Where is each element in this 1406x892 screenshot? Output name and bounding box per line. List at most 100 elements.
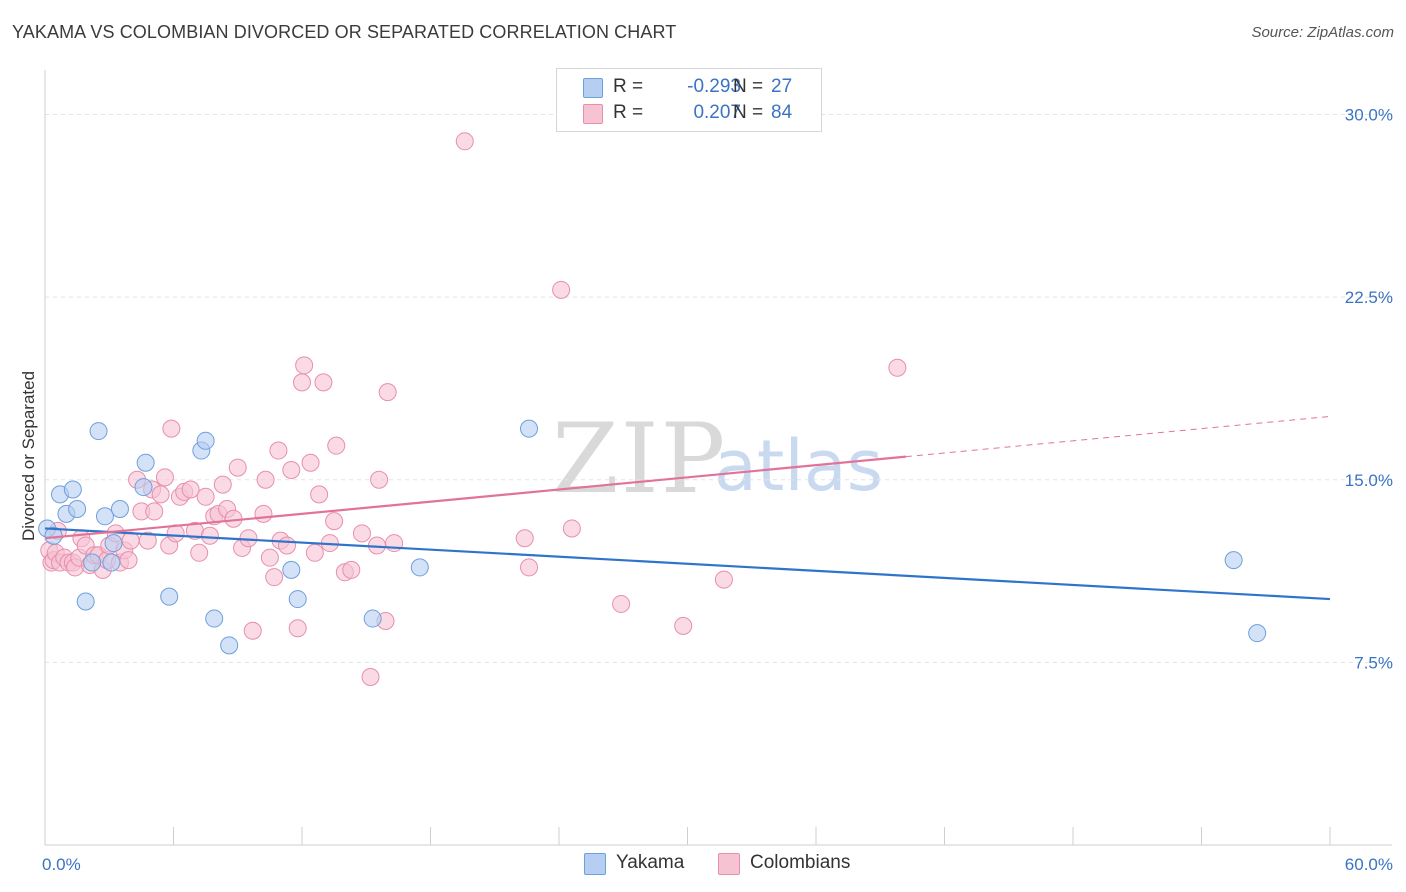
y-tick-label: 15.0%	[1345, 471, 1393, 490]
yakama-point	[89, 422, 108, 441]
legend-n-label: N =	[733, 102, 764, 123]
colombian-point	[151, 485, 170, 504]
colombian-point	[295, 356, 314, 375]
colombian-trend-line	[44, 455, 907, 540]
colombian-point	[145, 502, 164, 521]
colombian-point	[138, 531, 157, 550]
source-credit: Source: ZipAtlas.com	[1251, 24, 1394, 41]
correlation-legend: R = -0.293 N = 27 R = 0.207 N = 84	[556, 68, 822, 132]
colombian-point	[260, 548, 279, 567]
colombians-legend-swatch	[718, 853, 740, 875]
x-tick-label: 60.0%	[1345, 855, 1393, 874]
y-tick-label: 30.0%	[1345, 106, 1393, 125]
legend-n-label: N =	[733, 76, 764, 97]
colombian-point	[515, 529, 534, 548]
colombian-point	[121, 531, 140, 550]
trend-lines	[44, 415, 1331, 601]
colombian-point	[213, 475, 232, 494]
colombian-point	[378, 383, 397, 402]
yakama-point	[63, 480, 82, 499]
colombian-point	[455, 132, 474, 151]
colombian-point	[288, 619, 307, 638]
colombian-point	[342, 560, 361, 579]
y-tick-label: 7.5%	[1354, 653, 1393, 672]
colombian-point	[293, 373, 311, 392]
yakama-point	[410, 558, 429, 577]
colombian-point	[314, 373, 333, 392]
yakama-point	[110, 499, 129, 518]
yakama-point	[1224, 551, 1243, 570]
legend-n-value: 84	[771, 102, 793, 123]
axes	[44, 70, 1392, 846]
colombian-point	[305, 543, 324, 562]
colombian-point	[256, 470, 275, 489]
colombian-point	[282, 461, 301, 480]
colombian-point	[361, 667, 380, 686]
yakama-point	[136, 453, 155, 472]
colombian-point	[520, 558, 539, 577]
colombian-point	[552, 280, 571, 299]
y-axis-label: Divorced or Separated	[19, 371, 38, 541]
y-tick-labels: 7.5% 15.0% 22.5% 30.0%	[1345, 106, 1393, 673]
colombian-point	[714, 570, 733, 589]
colombian-point	[181, 480, 200, 499]
colombian-point	[562, 519, 581, 538]
yakama-point	[205, 609, 224, 628]
colombian-trend-extension	[905, 415, 1331, 458]
colombians-swatch	[583, 104, 603, 124]
colombian-point	[119, 551, 138, 570]
yakama-point	[520, 419, 539, 438]
colombian-point	[325, 512, 344, 531]
colombian-point	[200, 526, 219, 545]
watermark-zip: ZIP	[552, 403, 727, 515]
yakama-point	[68, 499, 87, 518]
colombian-point	[674, 616, 693, 635]
colombian-point	[265, 568, 284, 587]
yakama-point	[282, 560, 301, 579]
series-legend: Yakama Colombians	[0, 852, 1406, 878]
yakama-point	[160, 587, 179, 606]
colombian-point	[327, 436, 346, 455]
colombian-point	[888, 358, 907, 377]
colombian-point	[269, 441, 288, 460]
yakama-point	[288, 590, 307, 609]
yakama-trend-line	[44, 527, 1331, 601]
colombian-point	[239, 529, 258, 548]
yakama-point	[134, 478, 153, 497]
x-tick-label: 0.0%	[42, 855, 81, 874]
yakama-point	[76, 592, 95, 611]
legend-r-value: 0.207	[693, 102, 741, 123]
yakama-point	[83, 553, 102, 572]
yakama-legend-swatch	[584, 853, 606, 875]
yakama-point	[95, 507, 114, 526]
legend-r-label: R =	[613, 102, 644, 123]
colombian-point	[162, 419, 181, 438]
yakama-point	[220, 636, 239, 655]
yakama-point	[1248, 624, 1267, 643]
colombian-point	[254, 504, 273, 523]
x-tick-labels: 0.0% 60.0%	[42, 855, 1393, 874]
colombian-point	[278, 536, 297, 555]
legend-r-value: -0.293	[687, 76, 741, 97]
colombian-point	[370, 470, 389, 489]
yakama-point	[102, 553, 121, 572]
yakama-points	[38, 419, 1267, 655]
colombians-legend-label: Colombians	[750, 852, 851, 873]
chart-title: YAKAMA VS COLOMBIAN DIVORCED OR SEPARATE…	[12, 22, 677, 42]
colombian-point	[196, 487, 215, 506]
yakama-point	[196, 431, 215, 450]
colombian-point	[190, 543, 209, 562]
colombian-point	[155, 468, 174, 487]
colombian-point	[352, 524, 371, 543]
legend-n-value: 27	[771, 76, 793, 97]
colombian-point	[228, 458, 247, 477]
colombian-point	[243, 621, 262, 640]
yakama-point	[104, 534, 123, 553]
colombian-point	[612, 594, 631, 613]
y-tick-label: 22.5%	[1345, 288, 1393, 307]
legend-r-label: R =	[613, 76, 644, 97]
yakama-legend-label: Yakama	[616, 852, 685, 873]
yakama-point	[363, 609, 382, 628]
colombian-point	[301, 453, 320, 472]
